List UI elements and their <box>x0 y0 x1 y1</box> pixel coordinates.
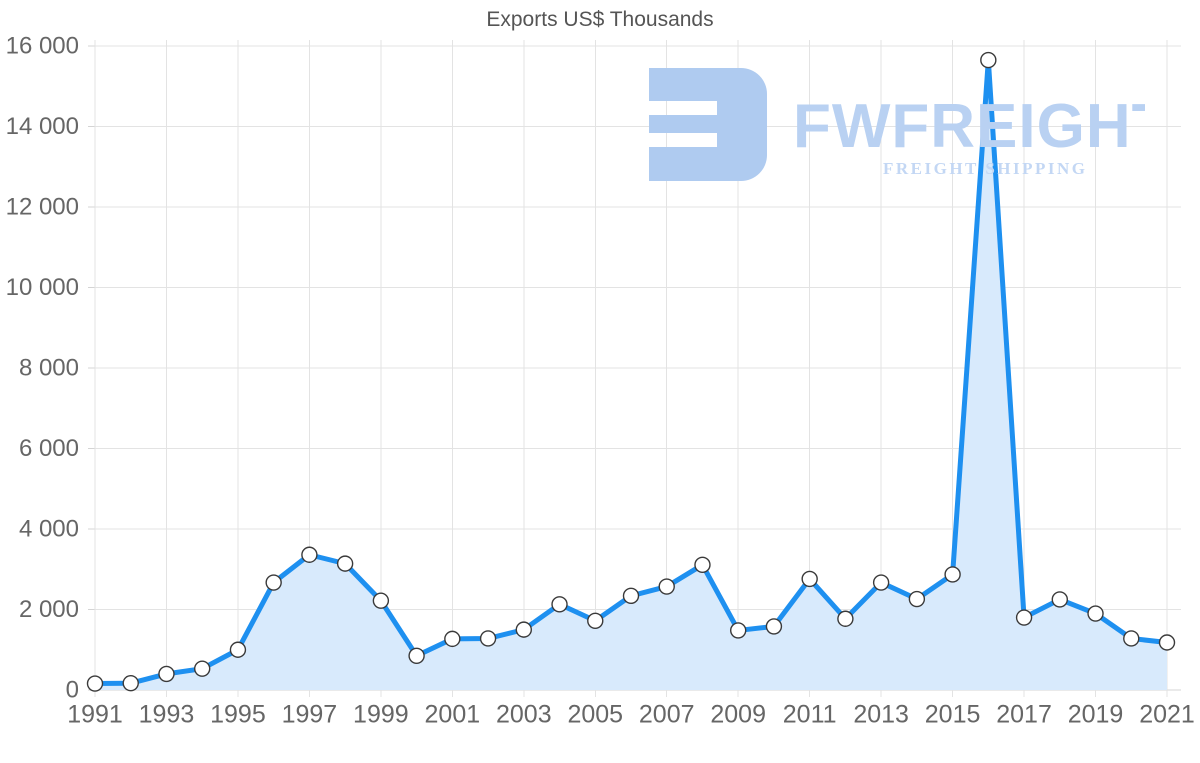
data-point-marker[interactable] <box>372 592 390 609</box>
x-tick-label: 1993 <box>139 701 195 729</box>
x-tick-label: 1991 <box>67 701 123 729</box>
data-point-marker[interactable] <box>694 556 711 574</box>
data-point-marker[interactable] <box>658 578 675 595</box>
x-tick-label: 2021 <box>1139 701 1195 729</box>
x-tick-label: 1999 <box>353 701 409 729</box>
data-point-marker[interactable] <box>837 610 854 627</box>
x-tick-label: 2011 <box>783 701 837 729</box>
y-tick-label: 8 000 <box>19 354 79 381</box>
data-point-marker[interactable] <box>479 630 497 647</box>
y-tick-label: 0 <box>66 676 79 703</box>
data-point-marker[interactable] <box>193 660 211 677</box>
series-markers <box>86 51 1176 692</box>
x-tick-label: 2001 <box>425 701 481 729</box>
data-point-marker[interactable] <box>515 621 532 638</box>
data-point-marker[interactable] <box>872 574 890 591</box>
data-point-marker[interactable] <box>765 618 783 635</box>
data-point-marker[interactable] <box>1051 591 1069 608</box>
series-area-fill <box>95 60 1167 690</box>
x-tick-label: 2013 <box>853 701 909 729</box>
chart-title: Exports US$ Thousands <box>486 8 714 31</box>
data-point-marker[interactable] <box>1123 630 1140 647</box>
y-tick-label: 4 000 <box>19 515 79 542</box>
data-point-marker[interactable] <box>1015 609 1033 626</box>
x-tick-label: 2005 <box>567 701 623 729</box>
data-point-marker[interactable] <box>265 574 282 591</box>
data-point-marker[interactable] <box>336 555 354 572</box>
data-point-marker[interactable] <box>1158 634 1176 651</box>
x-tick-label: 2015 <box>925 701 981 729</box>
data-point-marker[interactable] <box>587 612 604 629</box>
data-point-marker[interactable] <box>122 674 139 692</box>
x-tick-label: 2009 <box>710 701 766 729</box>
data-point-marker[interactable] <box>622 587 640 605</box>
y-tick-label: 2 000 <box>19 596 79 623</box>
data-point-marker[interactable] <box>730 622 747 639</box>
x-tick-label: 2019 <box>1068 701 1124 729</box>
x-tick-label: 2003 <box>496 701 552 729</box>
y-tick-label: 10 000 <box>6 274 79 301</box>
data-point-marker[interactable] <box>908 590 926 608</box>
y-axis-tick-labels: 0 2 000 4 000 6 000 8 000 10 000 12 000 14 000 1… <box>6 32 79 703</box>
y-tick-label: 12 000 <box>6 193 79 220</box>
x-tick-label: 2017 <box>996 701 1052 729</box>
x-tick-label: 1997 <box>282 701 338 729</box>
data-point-marker[interactable] <box>980 51 997 69</box>
data-point-marker[interactable] <box>158 665 175 683</box>
data-point-marker[interactable] <box>801 570 818 588</box>
data-point-marker[interactable] <box>229 641 247 658</box>
data-point-marker[interactable] <box>86 675 104 692</box>
data-point-marker[interactable] <box>444 630 461 648</box>
data-point-marker[interactable] <box>944 566 961 583</box>
x-axis-tick-labels: 1991 1993 1995 1997 1999 2001 2003 2005 2007 2009… <box>67 701 1195 729</box>
data-point-marker[interactable] <box>551 596 568 613</box>
y-tick-label: 6 000 <box>19 435 79 462</box>
data-point-marker[interactable] <box>301 546 318 563</box>
x-tick-label: 1995 <box>210 701 266 729</box>
y-tick-label: 14 000 <box>6 113 79 140</box>
y-tick-label: 16 000 <box>6 32 79 59</box>
data-point-marker[interactable] <box>408 647 425 664</box>
data-point-marker[interactable] <box>1087 605 1104 622</box>
x-tick-label: 2007 <box>639 701 695 729</box>
